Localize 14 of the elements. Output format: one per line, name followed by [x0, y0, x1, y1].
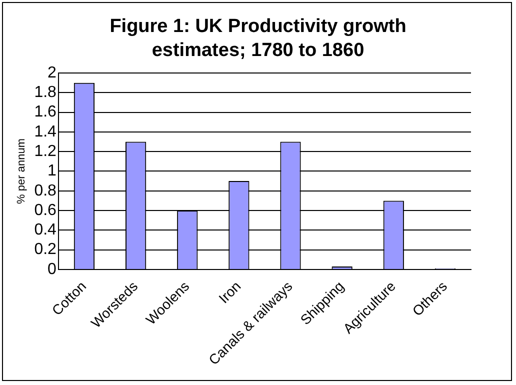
y-tick-label: 0.6 [34, 202, 57, 219]
chart-title: Figure 1: UK Productivity growth estimates; 1780 to 1860 [108, 15, 408, 63]
y-tick-label: 1 [48, 162, 57, 180]
y-tick-label: 1.2 [34, 142, 57, 160]
y-tick-label: 1.6 [34, 104, 57, 121]
y-tick-label: 1.4 [34, 123, 57, 140]
y-tick-label: 0 [48, 260, 57, 278]
y-tick-label: 0.4 [34, 222, 57, 239]
y-tick-label: 1.8 [34, 84, 57, 102]
y-tick-label: 0.2 [34, 241, 57, 258]
x-tick-label: Iron [215, 278, 244, 306]
y-tick-label: 2 [48, 64, 57, 82]
y-axis-title: % per annum [16, 138, 28, 204]
y-tick-label: 0.8 [34, 182, 57, 200]
